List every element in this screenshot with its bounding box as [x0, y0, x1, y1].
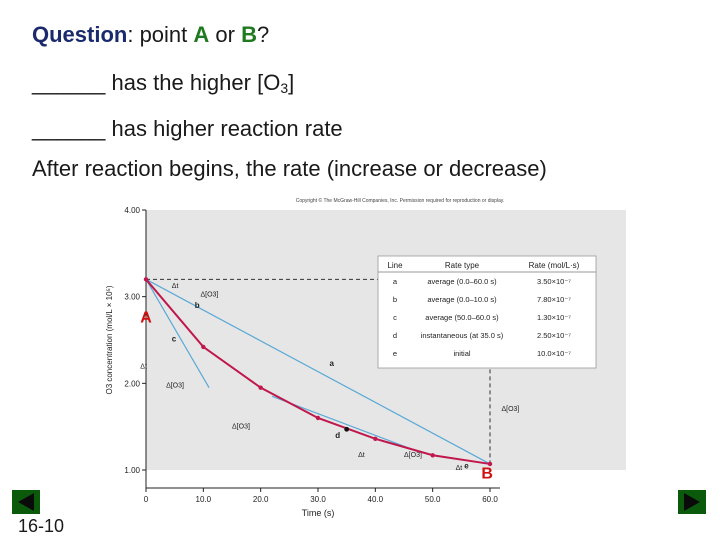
subscript: 3 [280, 80, 289, 96]
table-cell: e [393, 349, 397, 358]
instant-point [344, 426, 350, 432]
y-tick-label: 3.00 [124, 293, 140, 302]
annotation: Δt [456, 465, 463, 472]
annotation: Δ[O3] [501, 406, 519, 413]
line-a [145, 278, 491, 465]
y-axis-label: O3 concentration (mol/L × 10⁵) [105, 285, 114, 394]
question-or: or [209, 22, 242, 47]
table-cell: b [393, 295, 397, 304]
table-cell: instantaneous (at 35.0 s) [421, 331, 504, 340]
question-mark: ? [256, 22, 270, 47]
question-point-b: B [241, 22, 257, 47]
table-header: Line [387, 261, 403, 270]
y-tick-label: 4.00 [124, 206, 140, 215]
after-line: After reaction begins, the rate (increas… [32, 156, 547, 181]
x-tick-label: 60.0 [482, 495, 498, 504]
table-cell: average (50.0–60.0 s) [425, 313, 499, 322]
table-cell: 3.50×10⁻⁷ [537, 277, 571, 286]
data-point [430, 453, 435, 458]
x-tick-label: 30.0 [310, 495, 326, 504]
y-tick-label: 2.00 [124, 379, 140, 388]
table-cell: 2.50×10⁻⁷ [537, 331, 571, 340]
arrow-left-icon [12, 490, 40, 514]
line-label-a: a [329, 359, 334, 368]
annotation: Δt [358, 452, 365, 459]
annotation: Δt [140, 364, 147, 371]
question-line: Question: point A or B? [32, 22, 269, 48]
rate-table [377, 255, 597, 369]
table-cell: initial [453, 349, 470, 358]
table-header: Rate type [445, 261, 480, 270]
annotation: Δ[O3] [166, 383, 184, 390]
annotation: Δ[O3] [232, 423, 250, 430]
x-tick-label: 20.0 [253, 495, 269, 504]
table-cell: 1.30×10⁻⁷ [537, 313, 571, 322]
table-cell: c [393, 313, 397, 322]
rate-line: ______ has higher reaction rate [32, 116, 343, 141]
data-point [258, 385, 263, 390]
o3-concentration-chart: Copyright © The McGraw-Hill Companies, I… [105, 197, 626, 518]
annotation: Δt [172, 283, 179, 290]
table-cell: 10.0×10⁻⁷ [537, 349, 571, 358]
question-text: : point [127, 22, 194, 47]
slide-number: 16-10 [18, 516, 65, 536]
question-point-a: A [193, 22, 210, 47]
line-label-c: c [172, 335, 177, 344]
data-point [373, 436, 378, 441]
annotation: Δ[O3] [200, 292, 218, 299]
table-cell: d [393, 331, 397, 340]
marker-b: B [481, 466, 493, 483]
higher-o3-text: has the higher [O [105, 70, 281, 95]
y-tick-label: 1.00 [124, 466, 140, 475]
higher-o3-line: ______ has the higher [O3] [32, 70, 294, 96]
line-label-b: b [195, 301, 200, 310]
line-label-e: e [464, 461, 469, 470]
table-cell: a [393, 277, 398, 286]
line-label-d: d [335, 431, 340, 440]
data-point [143, 277, 149, 282]
question-label: Question [32, 22, 128, 47]
data-point [201, 344, 206, 350]
x-tick-label: 0 [144, 495, 149, 504]
blank: ______ [32, 70, 106, 95]
table-cell: average (0.0–60.0 s) [427, 277, 497, 286]
table-cell: average (0.0–10.0 s) [427, 295, 497, 304]
bracket: ] [288, 70, 295, 95]
copyright-note: Copyright © The McGraw-Hill Companies, I… [296, 197, 505, 204]
x-axis-label: Time (s) [302, 508, 335, 518]
line-d [271, 395, 422, 454]
data-point [487, 461, 493, 467]
x-tick-label: 40.0 [368, 495, 384, 504]
table-header: Rate (mol/L·s) [529, 261, 580, 270]
annotation: Δ[O3] [404, 452, 422, 459]
marker-a: A [140, 310, 152, 327]
prev-slide-button[interactable] [12, 490, 40, 519]
next-slide-button[interactable] [678, 490, 706, 519]
data-point [315, 415, 321, 421]
x-tick-label: 10.0 [196, 495, 212, 504]
arrow-right-icon [678, 490, 706, 514]
x-tick-label: 50.0 [425, 495, 441, 504]
table-cell: 7.80×10⁻⁷ [537, 295, 571, 304]
line-c [145, 279, 210, 388]
